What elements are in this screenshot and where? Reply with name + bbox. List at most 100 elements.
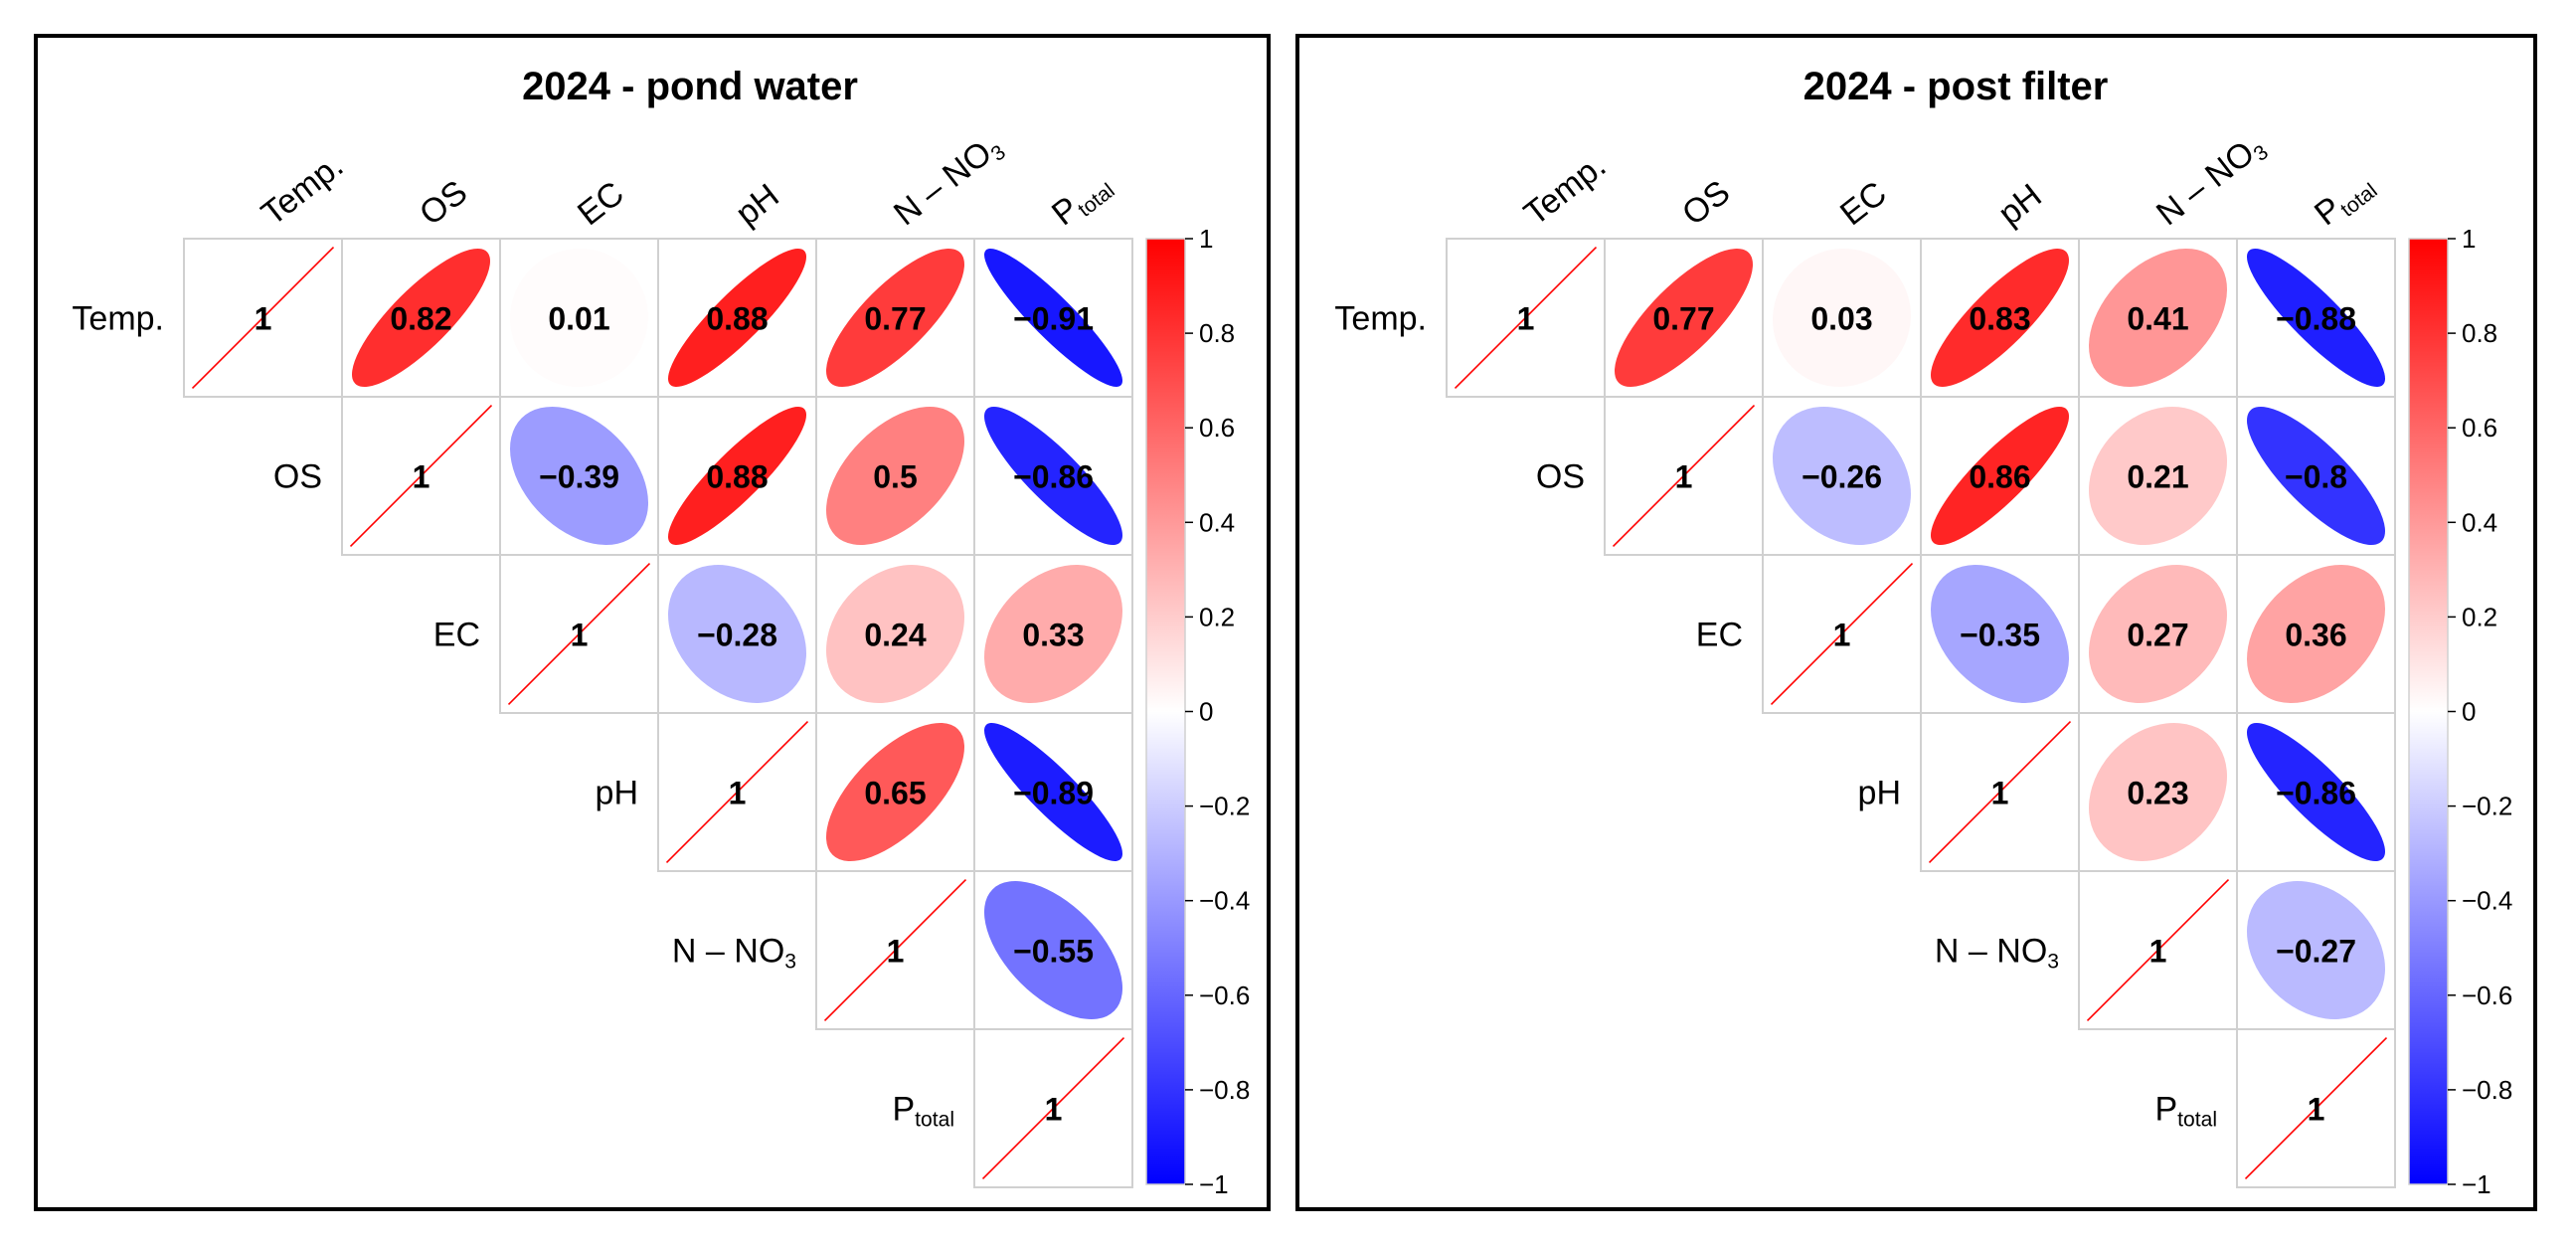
colorbar-tick-label: 0 (2462, 697, 2476, 727)
cell-ec-n-no3: 0.24 (815, 554, 975, 714)
colorbar-tick-label: −1 (2462, 1169, 2491, 1199)
colorbar-tick-label: −0.6 (1199, 981, 1250, 1010)
cell-grid: 1 0.77 0.03 0.83 0.41 −0.88 1 −0.26 0.86 0.21 −0.8… (1446, 238, 2396, 1188)
cell-grid: 1 0.82 0.01 0.88 0.77 −0.91 1 −0.39 0.88 0.5 −0.86… (183, 238, 1133, 1188)
cell-ph-n-no3: 0.65 (815, 712, 975, 872)
correlation-value: 0.41 (2127, 301, 2188, 337)
correlation-value: 0.88 (706, 301, 768, 337)
correlation-value: 0.23 (2127, 776, 2188, 811)
cell-temp-n-no3: 0.41 (2078, 238, 2238, 398)
correlation-ellipse (1773, 249, 1911, 387)
row-labels: Temp. OS EC pH N – NO3 Ptotal (1334, 300, 2217, 1132)
cell-ph-n-no3: 0.23 (2078, 712, 2238, 872)
colorbar: 1 0.8 0.6 0.4 0.2 0 −0.2 −0.4 −0.6 −0.8 −1 (1145, 224, 1250, 1199)
cell-os-os: 1 (341, 396, 501, 556)
correlation-value: −0.28 (697, 618, 777, 653)
correlation-ellipse (2247, 249, 2385, 387)
cell-temp-ph: 0.88 (657, 238, 817, 398)
row-label-n-no3: N – NO3 (672, 933, 796, 974)
correlation-value: 1 (571, 618, 589, 653)
correlation-ellipse (2089, 407, 2227, 545)
correlation-value: −0.89 (1013, 776, 1094, 811)
correlation-value: 0.27 (2127, 618, 2188, 653)
cell-ec-ec: 1 (1762, 554, 1922, 714)
cell-ph-ptotal: −0.86 (2236, 712, 2396, 872)
row-label-ph: pH (1858, 775, 1901, 812)
correlation-value: 0.5 (873, 459, 917, 495)
correlation-ellipse (510, 249, 648, 387)
cell-ec-ptotal: 0.33 (973, 554, 1133, 714)
cell-ec-ptotal: 0.36 (2236, 554, 2396, 714)
correlation-ellipse (668, 565, 806, 703)
correlation-ellipse (2089, 249, 2227, 387)
cell-ph-ptotal: −0.89 (973, 712, 1133, 872)
colorbar: 1 0.8 0.6 0.4 0.2 0 −0.2 −0.4 −0.6 −0.8 −1 (2408, 224, 2512, 1199)
correlation-ellipse (510, 407, 648, 545)
row-label-temp: Temp. (72, 300, 164, 338)
correlation-value: 0.77 (864, 301, 926, 337)
colorbar-tick-label: 0 (1199, 697, 1213, 727)
colorbar-tick-label: 0.6 (1199, 413, 1235, 443)
colorbar-tick-label: −0.4 (2462, 886, 2512, 916)
correlation-ellipse (823, 878, 967, 1022)
cell-os-os: 1 (1604, 396, 1764, 556)
colorbar-tick-label: 0.6 (2462, 413, 2497, 443)
correlation-value: 1 (1833, 618, 1851, 653)
colorbar-gradient (2408, 238, 2449, 1185)
row-label-temp: Temp. (1334, 300, 1427, 338)
correlation-value: 1 (1517, 301, 1535, 337)
panel-post-filter: 2024 - post filter 1 0.77 0.03 0.83 0.41 −0.8… (1295, 34, 2537, 1211)
cell-temp-ph: 0.83 (1920, 238, 2080, 398)
cell-ph-ph: 1 (1920, 712, 2080, 872)
row-label-ec: EC (1696, 617, 1743, 654)
colorbar-tick-label: −0.8 (2462, 1075, 2512, 1105)
colorbar-tick-label: 1 (1199, 224, 1213, 254)
cell-ptotal-ptotal: 1 (973, 1028, 1133, 1188)
correlation-ellipse (349, 404, 493, 548)
cell-ec-ec: 1 (499, 554, 659, 714)
correlation-ellipse (2247, 881, 2385, 1019)
cell-temp-ptotal: −0.91 (973, 238, 1133, 398)
cell-temp-ec: 0.03 (1762, 238, 1922, 398)
correlation-ellipse (507, 562, 651, 706)
row-labels: Temp. OS EC pH N – NO3 Ptotal (72, 300, 954, 1132)
panel-pond-water: 2024 - pond water 1 0.82 0.01 0.88 0.77 −0.91… (34, 34, 1271, 1211)
cell-temp-n-no3: 0.77 (815, 238, 975, 398)
correlation-ellipse (826, 249, 964, 387)
correlation-value: 0.03 (1810, 301, 1872, 337)
chart-title: 2024 - post filter (1803, 65, 2109, 108)
correlation-ellipse (191, 246, 335, 390)
correlation-ellipse (984, 881, 1122, 1019)
correlation-value: 0.86 (1969, 459, 2030, 495)
correlation-ellipse (826, 723, 964, 861)
colorbar-tick-label: −0.6 (2462, 981, 2512, 1010)
correlation-value: −0.27 (2276, 934, 2356, 970)
correlation-ellipse (1773, 407, 1911, 545)
correlation-ellipse (2247, 723, 2385, 861)
correlation-value: 0.77 (1652, 301, 1714, 337)
correlation-ellipse (1454, 246, 1598, 390)
correlation-ellipse (1931, 249, 2069, 387)
correlation-value: 1 (729, 776, 747, 811)
correlation-ellipse (2089, 565, 2227, 703)
correlation-ellipse (352, 249, 490, 387)
row-label-ptotal: Ptotal (892, 1091, 954, 1132)
correlation-ellipse (2089, 723, 2227, 861)
correlation-ellipse (1931, 565, 2069, 703)
colorbar-tick-label: 1 (2462, 224, 2476, 254)
colorbar-tick-label: −0.4 (1199, 886, 1250, 916)
row-label-ec: EC (433, 617, 480, 654)
colorbar-gradient (1145, 238, 1186, 1185)
cell-ec-ph: −0.28 (657, 554, 817, 714)
colorbar-tick-label: −1 (1199, 1169, 1229, 1199)
cell-temp-ec: 0.01 (499, 238, 659, 398)
correlation-value: 1 (1045, 1092, 1063, 1128)
colorbar-tick-label: 0.2 (1199, 602, 1235, 631)
cell-n-no3-n-no3: 1 (815, 870, 975, 1030)
correlation-value: 1 (413, 459, 430, 495)
row-label-os: OS (1536, 458, 1585, 496)
correlation-value: 1 (255, 301, 272, 337)
cell-ec-ph: −0.35 (1920, 554, 2080, 714)
correlation-value: 1 (1675, 459, 1693, 495)
